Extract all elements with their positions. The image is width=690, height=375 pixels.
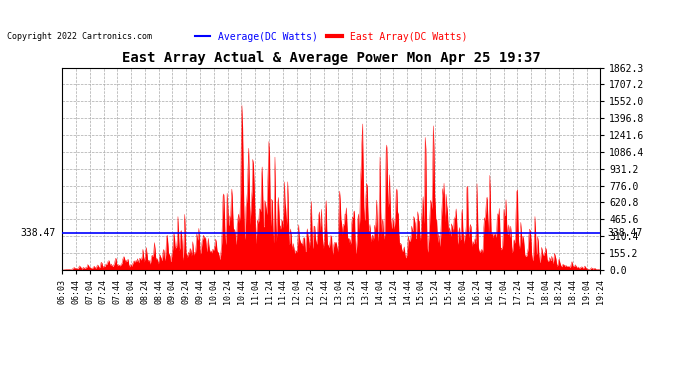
- Text: 338.47: 338.47: [20, 228, 55, 238]
- Legend: Average(DC Watts), East Array(DC Watts): Average(DC Watts), East Array(DC Watts): [191, 28, 471, 46]
- Text: Copyright 2022 Cartronics.com: Copyright 2022 Cartronics.com: [7, 32, 152, 41]
- Text: 338.47: 338.47: [607, 228, 642, 238]
- Title: East Array Actual & Average Power Mon Apr 25 19:37: East Array Actual & Average Power Mon Ap…: [122, 51, 540, 65]
